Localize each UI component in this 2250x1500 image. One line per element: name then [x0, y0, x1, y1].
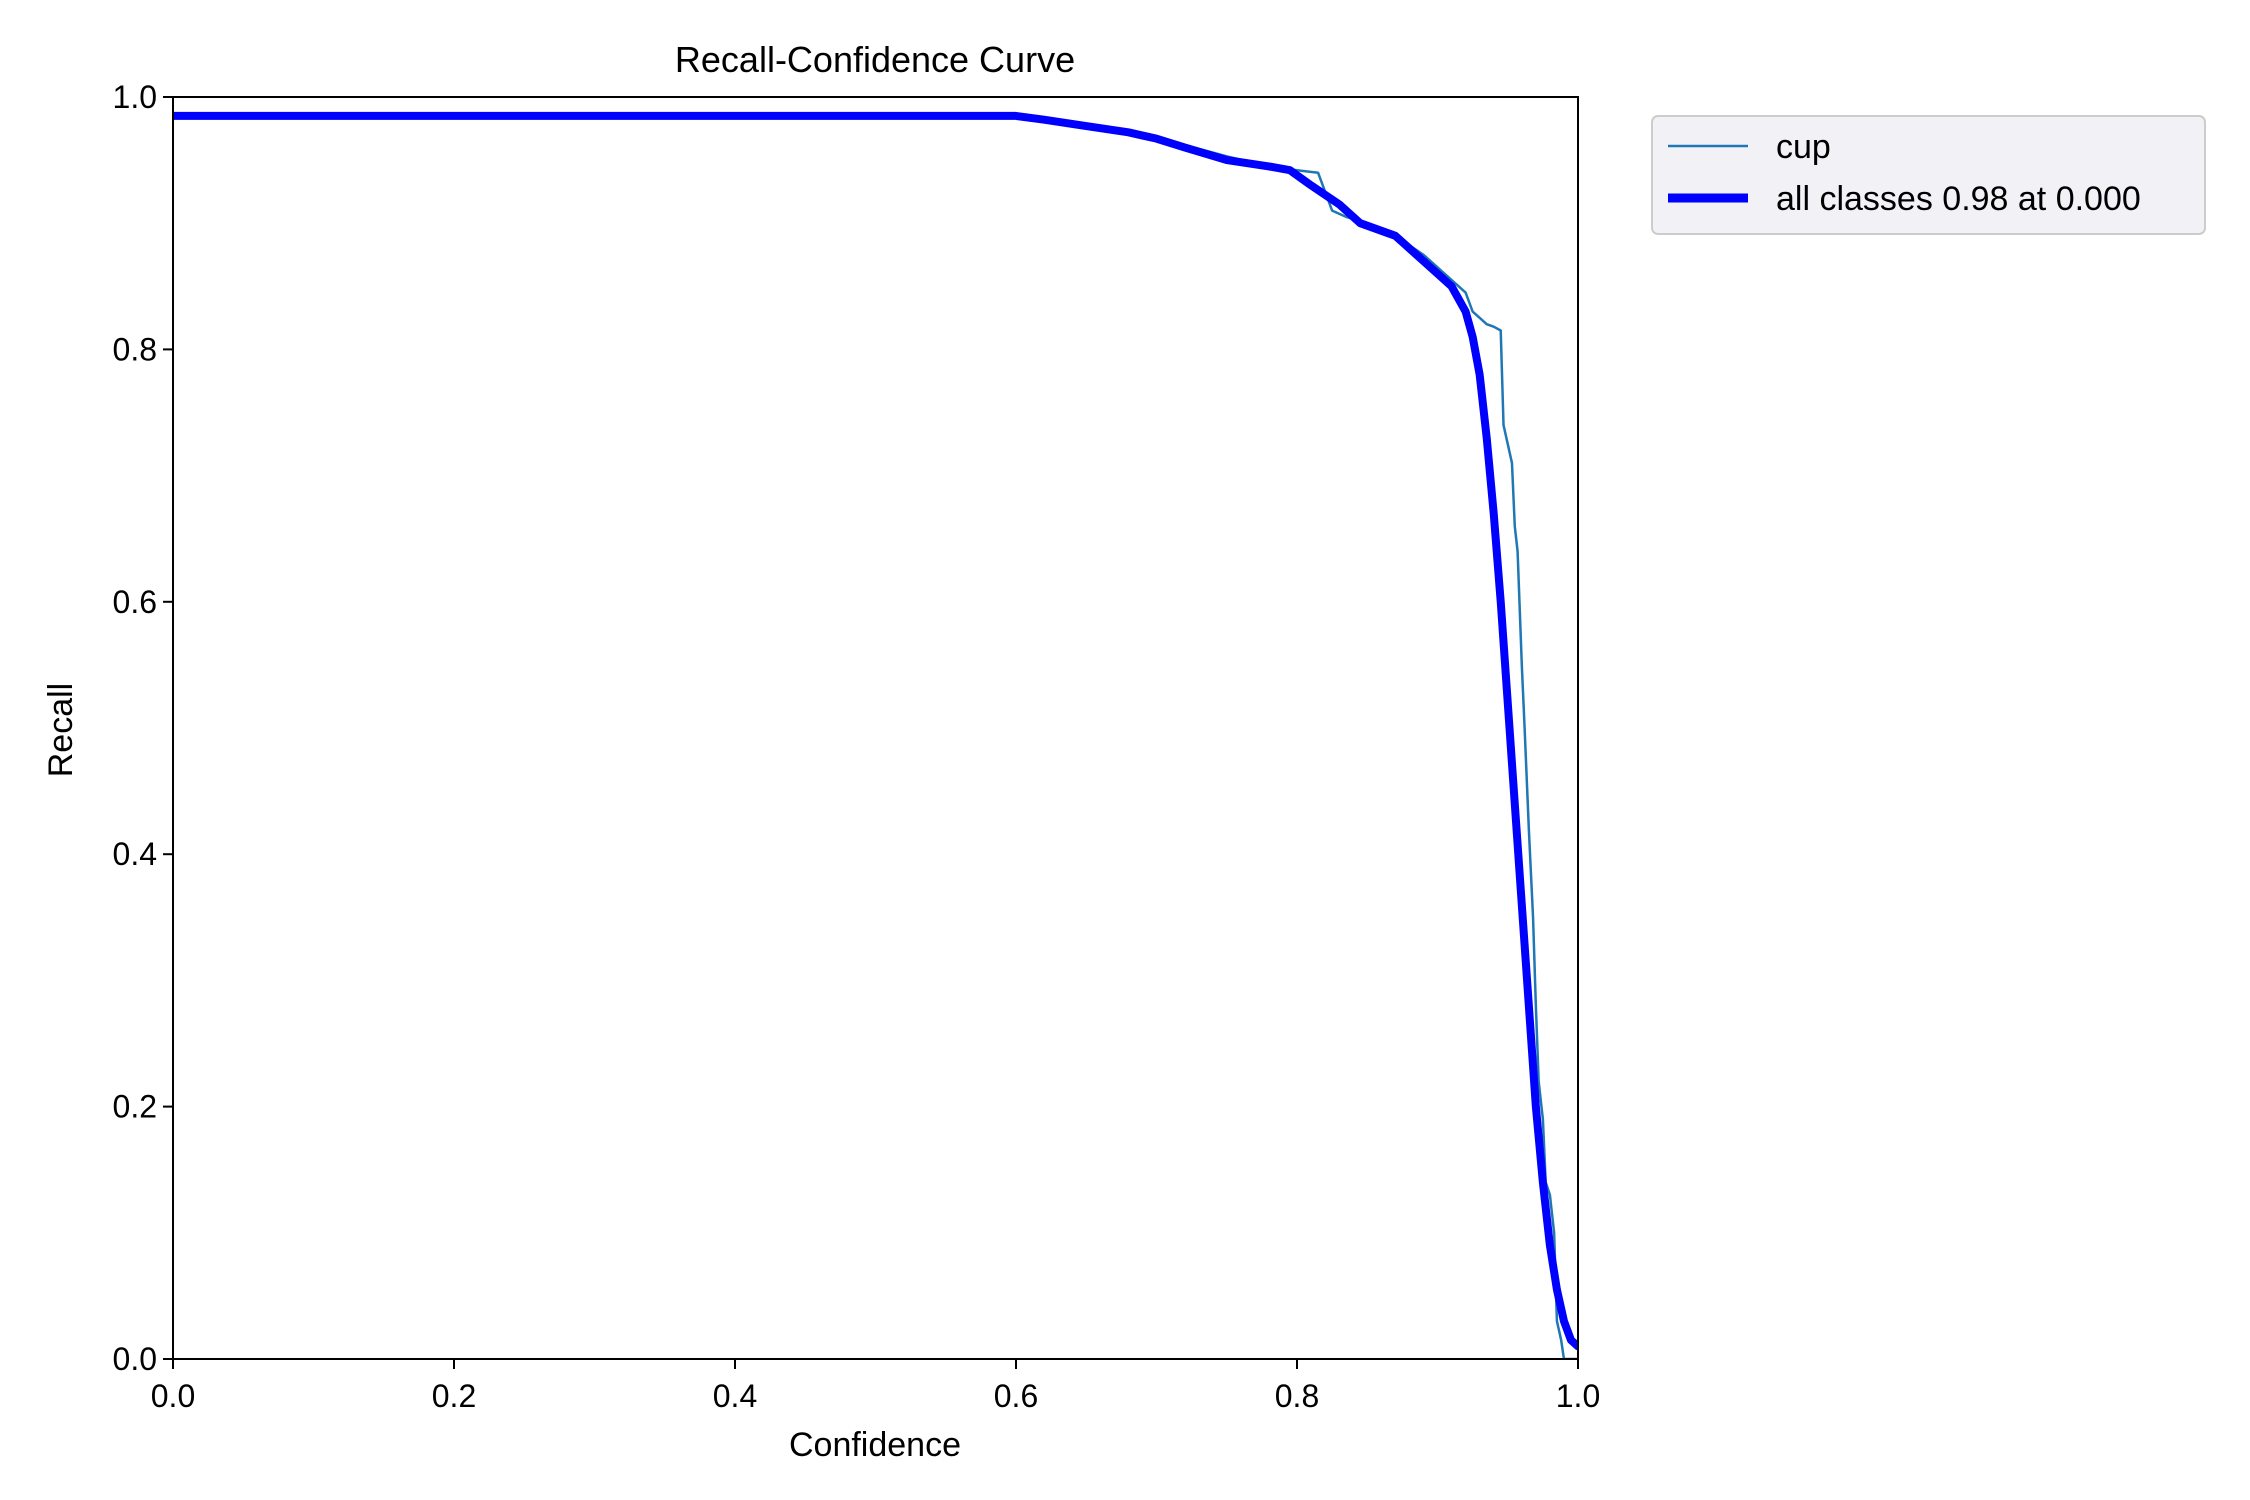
x-tick-label: 0.2 — [432, 1378, 476, 1414]
series-lines — [173, 111, 1578, 1359]
y-axis-label: Recall — [42, 683, 80, 777]
x-axis-label: Confidence — [789, 1426, 961, 1464]
x-tick-label: 0.6 — [994, 1378, 1038, 1414]
x-tick-label: 1.0 — [1556, 1378, 1600, 1414]
legend-box — [1651, 115, 2206, 235]
chart-title: Recall-Confidence Curve — [675, 39, 1075, 80]
x-tick-label: 0.8 — [1275, 1378, 1319, 1414]
x-tick-label: 0.0 — [151, 1378, 195, 1414]
series-line-all-classes — [173, 111, 1578, 1351]
y-axis: 0.0 0.2 0.4 0.6 0.8 1.0 — [113, 79, 173, 1377]
plot-frame — [172, 96, 1579, 1360]
legend: cup all classes 0.98 at 0.000 — [1651, 115, 2206, 235]
y-tick-label: 0.4 — [113, 836, 157, 872]
y-tick-label: 1.0 — [113, 79, 157, 115]
y-tick-label: 0.0 — [113, 1341, 157, 1377]
x-axis: 0.0 0.2 0.4 0.6 0.8 1.0 — [151, 1359, 1600, 1414]
y-tick-label: 0.2 — [113, 1089, 157, 1125]
x-tick-label: 0.4 — [713, 1378, 757, 1414]
legend-label-all-classes: all classes 0.98 at 0.000 — [1776, 180, 2141, 218]
y-tick-label: 0.8 — [113, 331, 157, 367]
legend-label-cup: cup — [1776, 128, 1831, 166]
y-tick-label: 0.6 — [113, 584, 157, 620]
